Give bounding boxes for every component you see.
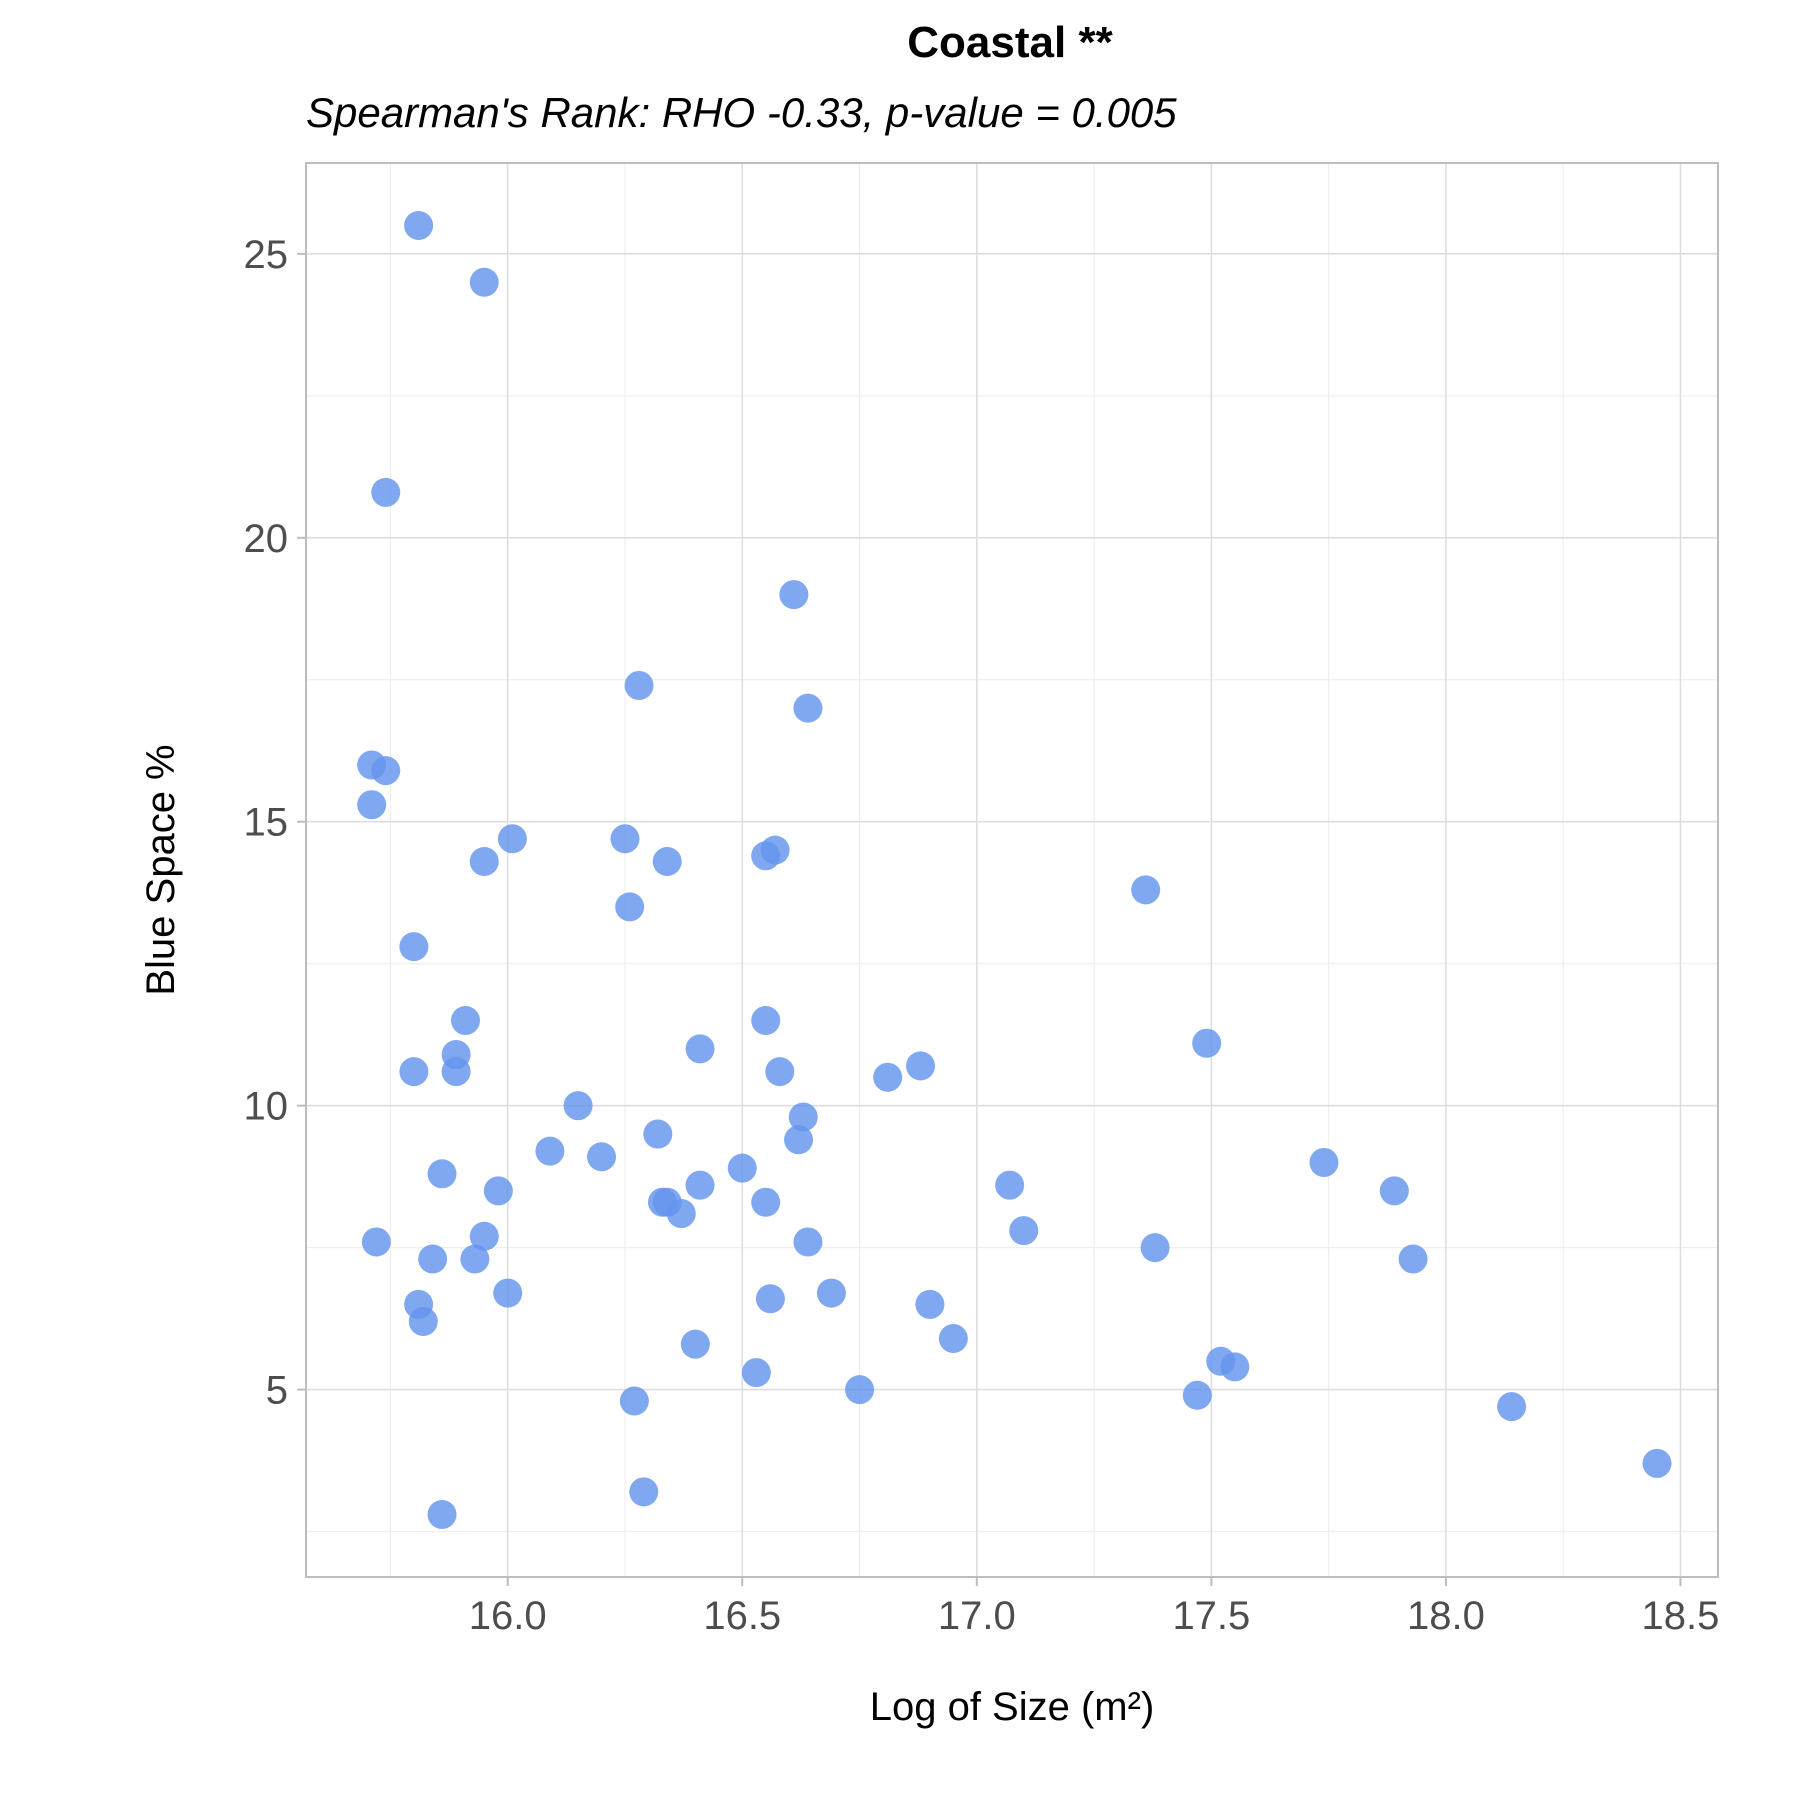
data-point xyxy=(680,1329,710,1359)
data-point xyxy=(793,693,823,723)
data-point xyxy=(755,1284,785,1314)
data-point xyxy=(793,1227,823,1257)
data-point xyxy=(751,841,781,871)
minor-gridlines xyxy=(306,163,1718,1577)
data-point xyxy=(685,1170,715,1200)
data-point xyxy=(1497,1392,1527,1422)
data-point xyxy=(450,1005,480,1035)
data-point xyxy=(497,824,527,854)
data-point xyxy=(666,1199,696,1229)
data-point xyxy=(779,580,809,610)
x-axis-ticks: 16.0 16.5 17.0 17.5 18.0 18.5 xyxy=(469,1577,1720,1638)
data-point xyxy=(995,1170,1025,1200)
chart-title: Coastal ** xyxy=(907,18,1113,67)
data-point xyxy=(765,1057,795,1087)
data-point xyxy=(784,1125,814,1155)
y-tick-label: 5 xyxy=(266,1369,288,1413)
data-point xyxy=(788,1102,818,1132)
major-gridlines xyxy=(306,163,1718,1577)
data-point xyxy=(427,1159,457,1189)
data-point xyxy=(1220,1352,1250,1382)
x-tick-label: 17.5 xyxy=(1172,1594,1250,1638)
data-point xyxy=(1642,1448,1672,1478)
data-point xyxy=(371,477,401,507)
y-axis-ticks: 5 10 15 20 25 xyxy=(244,233,306,1413)
data-point xyxy=(873,1062,903,1092)
data-point xyxy=(610,824,640,854)
data-point xyxy=(741,1358,771,1388)
data-point xyxy=(493,1278,523,1308)
data-point xyxy=(399,932,429,962)
data-point xyxy=(1398,1244,1428,1274)
data-point xyxy=(469,267,499,297)
data-point xyxy=(629,1477,659,1507)
data-point xyxy=(371,756,401,786)
data-point xyxy=(427,1500,457,1530)
data-point xyxy=(357,790,387,820)
data-point xyxy=(1192,1028,1222,1058)
y-tick-label: 20 xyxy=(244,517,289,561)
data-point xyxy=(441,1057,471,1087)
data-point xyxy=(399,1057,429,1087)
data-point xyxy=(469,846,499,876)
data-point xyxy=(404,210,434,240)
y-tick-label: 10 xyxy=(244,1085,289,1129)
x-tick-label: 18.0 xyxy=(1407,1594,1485,1638)
data-point xyxy=(615,892,645,922)
x-tick-label: 16.5 xyxy=(703,1594,781,1638)
data-point xyxy=(469,1221,499,1251)
data-point xyxy=(361,1227,391,1257)
y-tick-label: 15 xyxy=(244,801,289,845)
data-point xyxy=(619,1386,649,1416)
plot-panel-border xyxy=(305,162,1719,1578)
data-point xyxy=(751,1005,781,1035)
data-point xyxy=(915,1289,945,1319)
data-point xyxy=(587,1142,617,1172)
data-point xyxy=(816,1278,846,1308)
data-point xyxy=(1182,1380,1212,1410)
x-tick-label: 16.0 xyxy=(469,1594,547,1638)
data-point xyxy=(643,1119,673,1149)
x-tick-label: 17.0 xyxy=(938,1594,1016,1638)
data-point xyxy=(845,1375,875,1405)
y-axis-title: Blue Space % xyxy=(139,744,183,995)
data-point xyxy=(1379,1176,1409,1206)
data-point xyxy=(535,1136,565,1166)
chart-subtitle: Spearman's Rank: RHO -0.33, p-value = 0.… xyxy=(306,89,1177,136)
data-point xyxy=(685,1034,715,1064)
data-point xyxy=(751,1187,781,1217)
x-axis-title: Log of Size (m²) xyxy=(870,1685,1155,1729)
data-point xyxy=(408,1306,438,1336)
data-point xyxy=(906,1051,936,1081)
data-point xyxy=(1140,1233,1170,1263)
data-points xyxy=(357,210,1672,1530)
data-point xyxy=(727,1153,757,1183)
data-point xyxy=(563,1091,593,1121)
data-point xyxy=(460,1244,490,1274)
data-point xyxy=(483,1176,513,1206)
data-point xyxy=(624,670,654,700)
data-point xyxy=(1009,1216,1039,1246)
data-point xyxy=(418,1244,448,1274)
data-point xyxy=(1131,875,1161,905)
data-point xyxy=(652,846,682,876)
data-point xyxy=(938,1323,968,1353)
y-tick-label: 25 xyxy=(244,233,289,277)
data-point xyxy=(1309,1147,1339,1177)
x-tick-label: 18.5 xyxy=(1642,1594,1720,1638)
